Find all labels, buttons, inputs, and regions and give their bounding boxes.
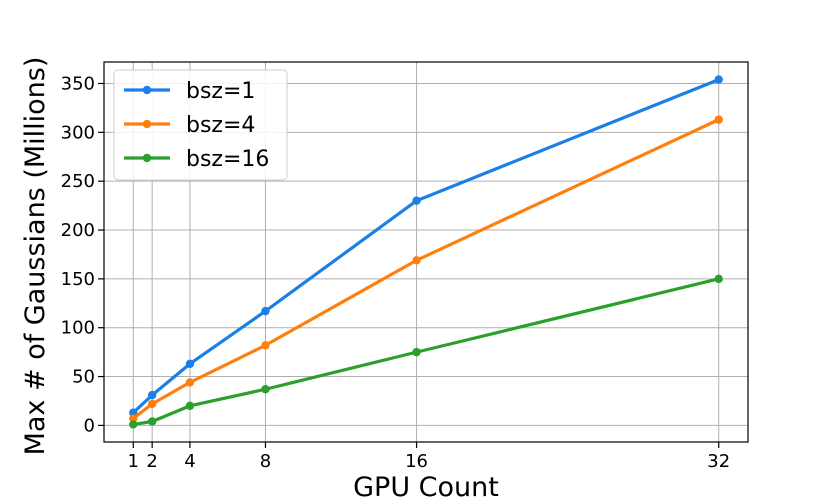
y-tick-label: 200 — [61, 220, 95, 241]
x-tick-label: 2 — [146, 451, 157, 472]
x-tick-label: 1 — [128, 451, 139, 472]
legend-label: bsz=1 — [186, 79, 255, 104]
y-tick-label: 150 — [61, 269, 95, 290]
data-point — [147, 417, 157, 426]
data-point — [147, 390, 157, 400]
series-lines — [129, 75, 723, 429]
legend-marker — [142, 119, 152, 129]
legend-marker — [142, 153, 152, 163]
data-point — [714, 274, 723, 284]
data-point — [261, 341, 270, 350]
data-point — [129, 414, 138, 423]
series — [129, 75, 723, 417]
legend-marker — [142, 85, 152, 95]
data-point — [714, 75, 723, 84]
plot-area-frame — [103, 61, 749, 443]
series-line — [133, 277, 720, 426]
axis-ticks: 1 2 4 8 16 32 0 50 100 150 200 250 300 350 — [61, 73, 731, 472]
data-point — [261, 306, 270, 316]
data-point — [185, 378, 195, 387]
series-line — [132, 78, 720, 414]
data-point — [261, 385, 270, 394]
legend-box — [113, 69, 288, 181]
data-point — [129, 420, 138, 429]
legend-label: bsz=4 — [186, 113, 255, 138]
data-point — [185, 359, 195, 369]
legend-label: bsz=16 — [186, 147, 269, 172]
x-tick-label: 4 — [184, 451, 195, 472]
data-point — [412, 196, 421, 205]
y-tick-label: 250 — [61, 171, 95, 192]
y-tick-label: 100 — [61, 318, 95, 339]
series — [129, 274, 723, 429]
x-tick-label: 32 — [707, 451, 730, 472]
data-point — [185, 401, 195, 411]
data-point — [412, 256, 421, 265]
x-axis-title: GPU Count — [353, 472, 499, 498]
legend: bsz=1 bsz=4 bsz=16 — [113, 69, 288, 181]
data-point — [129, 408, 138, 417]
y-tick-label: 300 — [61, 122, 95, 143]
y-tick-label: 350 — [61, 73, 95, 94]
x-tick-label: 8 — [260, 451, 271, 472]
y-tick-label: 0 — [84, 415, 95, 436]
x-tick-label: 16 — [405, 451, 428, 472]
data-point — [714, 115, 723, 124]
y-tick-label: 50 — [72, 367, 95, 388]
data-point — [147, 399, 157, 409]
grid — [104, 62, 748, 442]
series — [129, 115, 723, 423]
data-point — [412, 347, 421, 357]
y-axis-title: Max # of Gaussians (Millions) — [20, 57, 51, 456]
